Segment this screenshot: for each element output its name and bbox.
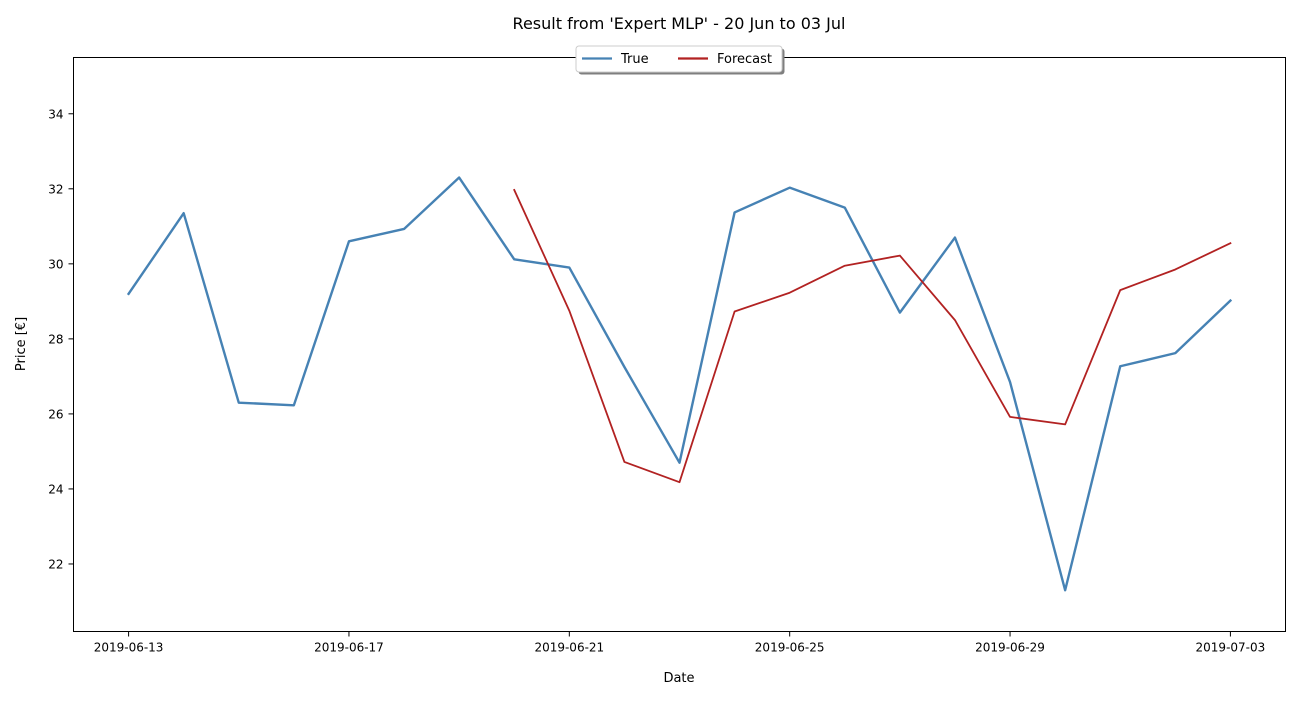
y-tick-label: 30 — [48, 257, 63, 271]
y-tick-label: 24 — [48, 482, 63, 496]
chart-title: Result from 'Expert MLP' - 20 Jun to 03 … — [513, 14, 846, 33]
y-tick-label: 26 — [48, 407, 63, 421]
x-tick-label: 2019-06-25 — [755, 641, 825, 655]
x-axis: 2019-06-13 2019-06-17 2019-06-21 2019-06-25… — [94, 631, 1266, 655]
series-line-true — [126, 176, 1233, 592]
y-tick-label: 34 — [48, 107, 63, 121]
y-tick-label: 22 — [48, 557, 63, 571]
x-tick-label: 2019-06-17 — [314, 641, 384, 655]
x-tick-label: 2019-07-03 — [1196, 641, 1266, 655]
x-tick-label: 2019-06-29 — [975, 641, 1045, 655]
y-tick-label: 32 — [48, 182, 63, 196]
x-axis-label: Date — [663, 671, 694, 686]
legend-label-true: True — [620, 52, 649, 67]
series-layer — [126, 176, 1233, 592]
y-axis-label: Price [€] — [14, 317, 29, 371]
y-axis: 22 24 26 28 30 32 34 — [48, 107, 74, 571]
plot-area — [73, 57, 1286, 632]
legend-label-forecast: Forecast — [717, 52, 772, 67]
x-tick-label: 2019-06-13 — [94, 641, 164, 655]
series-line-forecast — [513, 188, 1232, 484]
x-tick-label: 2019-06-21 — [534, 641, 604, 655]
y-tick-label: 28 — [48, 332, 63, 346]
legend: True Forecast — [575, 45, 785, 75]
